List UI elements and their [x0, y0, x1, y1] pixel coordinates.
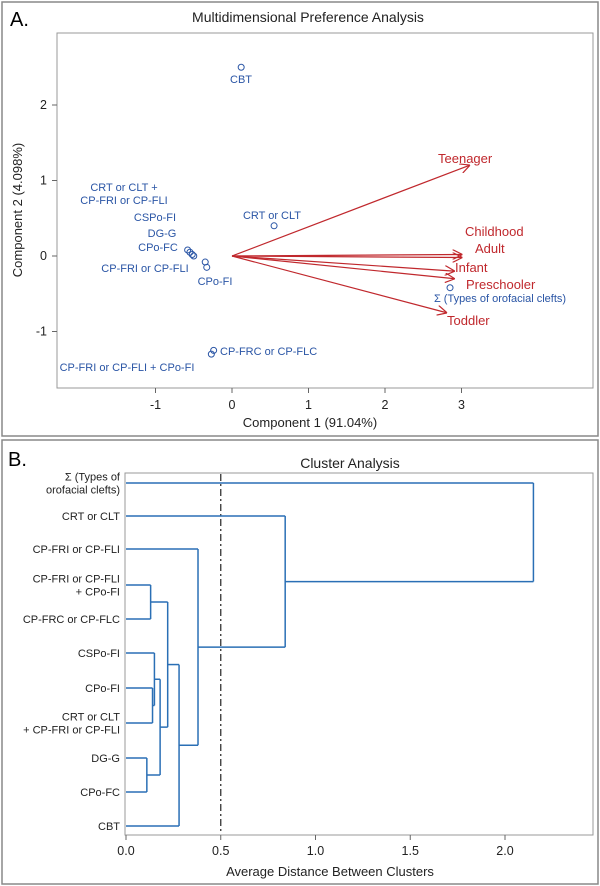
scatter-point	[237, 63, 245, 71]
vector-label: Adult	[475, 241, 505, 256]
leaf-label: CRT or CLT	[62, 511, 120, 523]
point-label: CRT or CLT + CP-FRI or CP-FLI	[80, 182, 167, 207]
vector-arrow	[231, 165, 469, 257]
scatter-point	[207, 350, 215, 358]
x-tick-label: 1	[305, 398, 312, 412]
vector-arrow	[231, 255, 446, 313]
point-label: CBT	[230, 74, 252, 86]
leaf-label: DG-G	[91, 753, 120, 765]
vector-label: Teenager	[438, 151, 493, 166]
vector-label: Preschooler	[466, 277, 536, 292]
panel-b-border	[1, 439, 599, 885]
vector-label: Infant	[455, 260, 488, 275]
dendrogram-layer: 0.0 0.5 1.0 1.5 2.0 Σ (Types of orofacial clef…	[23, 472, 535, 858]
scatter-point	[203, 263, 211, 271]
scatter-point	[184, 246, 192, 254]
panel-a-border	[1, 1, 599, 437]
dendrogram-plot-area	[124, 472, 594, 836]
scatter-point	[190, 252, 198, 260]
leaf-label: Σ (Types of orofacial clefts)	[46, 472, 121, 497]
scatter-layer: -1 0 1 2 3 -1 0 1 2 Teenager Childhood Adult Infant P…	[36, 63, 566, 412]
y-tick-label: 0	[40, 249, 47, 263]
y-tick-label: 2	[40, 98, 47, 112]
leaf-label: CP-FRC or CP-FLC	[23, 614, 120, 626]
dendrogram-x-axis-label: Average Distance Between Clusters	[226, 864, 434, 879]
vector-arrow	[231, 255, 454, 279]
x-tick-label: 3	[458, 398, 465, 412]
leaf-label: CSPo-FI	[78, 648, 120, 660]
x-tick-label: -1	[150, 398, 161, 412]
vector-label: Childhood	[465, 224, 524, 239]
scatter-point	[210, 346, 218, 354]
leaf-label: CPo-FC	[80, 787, 120, 799]
scatter-y-axis-label: Component 2 (4.098%)	[10, 143, 25, 277]
panel-b-label: B.	[8, 449, 27, 471]
panel-a-title: Multidimensional Preference Analysis	[192, 9, 424, 25]
vector-arrow	[231, 255, 454, 271]
point-label: CPo-FI	[198, 276, 233, 288]
point-label: CRT or CLT	[243, 210, 301, 222]
x-tick-label: 2.0	[496, 844, 513, 858]
point-label: Σ (Types of orofacial clefts)	[434, 293, 566, 305]
panel-a-label: A.	[10, 9, 29, 31]
leaf-label: CP-FRI or CP-FLI + CPo-FI	[33, 574, 120, 599]
scatter-x-axis-label: Component 1 (91.04%)	[243, 415, 377, 430]
panel-b-title: Cluster Analysis	[300, 455, 400, 471]
leaf-label: CP-FRI or CP-FLI	[33, 544, 120, 556]
point-label: CP-FRC or CP-FLC	[220, 346, 317, 358]
x-tick-label: 1.5	[402, 844, 419, 858]
point-label: DG-G	[148, 228, 177, 240]
scatter-point	[188, 250, 196, 258]
leaf-label: CPo-FI	[85, 683, 120, 695]
x-tick-label: 0.5	[212, 844, 229, 858]
y-tick-label: 1	[40, 174, 47, 188]
scatter-point	[446, 284, 454, 292]
point-label: CP-FRI or CP-FLI	[101, 263, 188, 275]
scatter-point	[186, 248, 194, 256]
vector-label: Toddler	[447, 313, 490, 328]
x-tick-label: 0	[229, 398, 236, 412]
point-label: CSPo-FI	[134, 212, 176, 224]
y-tick-label: -1	[36, 325, 47, 339]
point-label: CP-FRI or CP-FLI + CPo-FI	[60, 362, 195, 374]
vector-arrow	[231, 256, 462, 258]
scatter-plot-area	[56, 32, 594, 389]
leaf-label: CRT or CLT + CP-FRI or CP-FLI	[23, 712, 120, 737]
x-tick-label: 1.0	[307, 844, 324, 858]
x-tick-label: 0.0	[117, 844, 134, 858]
point-label: CPo-FC	[138, 242, 178, 254]
x-tick-label: 2	[382, 398, 389, 412]
scatter-point	[270, 222, 278, 230]
leaf-label: CBT	[98, 821, 120, 833]
